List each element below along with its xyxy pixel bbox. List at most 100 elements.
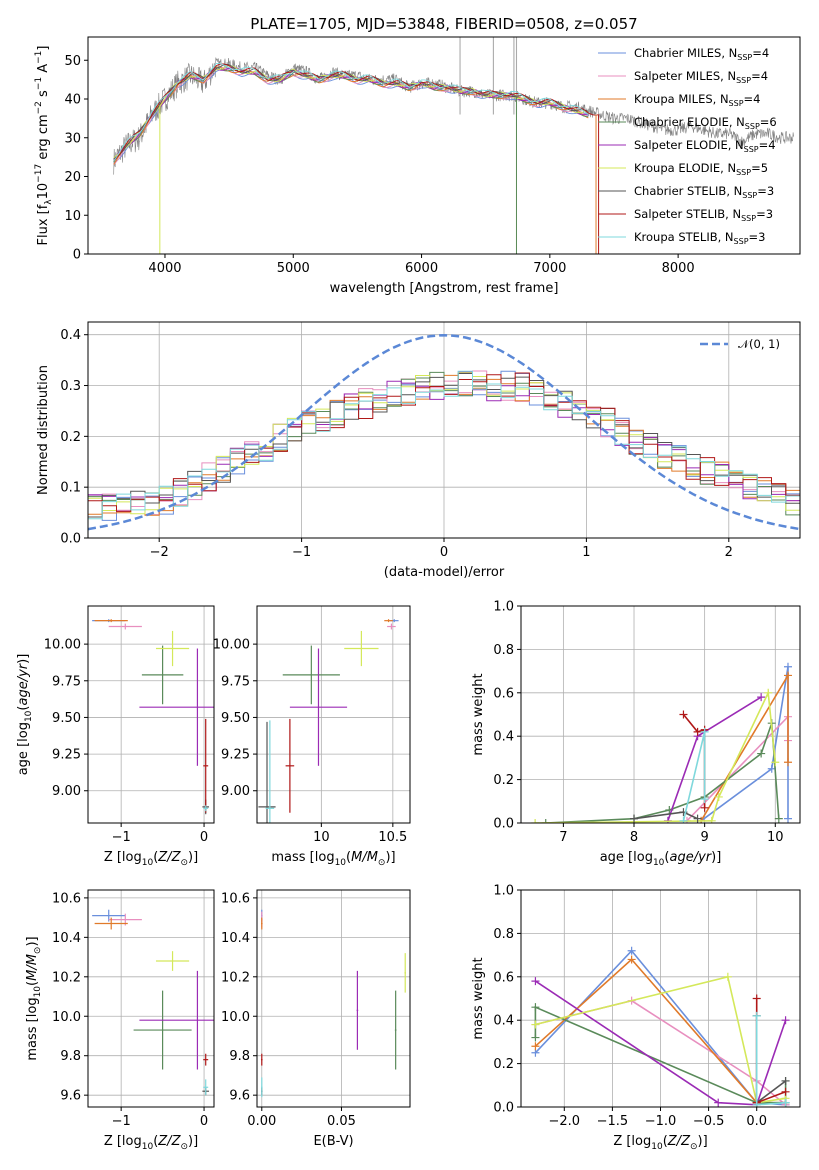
errorbar-point-kroupa-elodie bbox=[155, 951, 190, 971]
series-line bbox=[535, 975, 786, 1104]
plot-area-mass-vs-Z bbox=[92, 909, 214, 1096]
y-axis-label: mass weight bbox=[471, 957, 486, 1039]
y-tick-label: 9.25 bbox=[221, 748, 250, 763]
x-tick-label: −1 bbox=[292, 545, 311, 560]
x-tick-label: 2 bbox=[725, 545, 733, 560]
x-tick-label: −2.0 bbox=[549, 1114, 581, 1129]
panel-spectrum: 4000 5000 6000 7000 8000 0 10 20 30 40 50 PLATE=170… bbox=[34, 15, 801, 296]
y-tick-label: 9.8 bbox=[60, 1049, 81, 1064]
y-tick-label: 0.6 bbox=[493, 970, 514, 985]
y-tick-label: 9.6 bbox=[60, 1089, 81, 1104]
errorbar-point-kroupa-elodie bbox=[404, 953, 407, 993]
series-marker bbox=[531, 1042, 540, 1051]
x-tick-label: −1 bbox=[112, 1114, 131, 1129]
series-marker bbox=[630, 814, 639, 823]
plot-area-age-vs-mass bbox=[258, 619, 399, 823]
y-tick-label: 0.1 bbox=[60, 481, 81, 496]
x-tick-label: 10.5 bbox=[378, 830, 407, 845]
series-marker bbox=[781, 1098, 790, 1107]
errorbar-point-kroupa-stelib bbox=[265, 720, 275, 823]
y-tick-label: 0.4 bbox=[60, 328, 81, 343]
series-line bbox=[534, 980, 787, 1106]
x-tick-label: 10 bbox=[767, 830, 784, 845]
errorbar-point-kroupa-elodie bbox=[344, 630, 379, 667]
series-marker bbox=[700, 727, 709, 736]
panel-weight-vs-age: 7 8 9 10 0.0 0.2 0.4 0.6 0.8 1.0 age [log10(age/yr… bbox=[471, 600, 801, 868]
y-tick-label: 10.4 bbox=[221, 931, 250, 946]
axes-frame bbox=[87, 321, 801, 539]
x-axis-label: Z [log10(Z/Z⊙)] bbox=[104, 850, 198, 868]
x-tick-label: 6000 bbox=[405, 261, 438, 276]
axes-frame bbox=[87, 605, 215, 824]
series-marker bbox=[693, 727, 702, 736]
axes-frame bbox=[520, 605, 801, 824]
y-tick-label: 10.2 bbox=[221, 970, 250, 985]
series-line bbox=[755, 998, 786, 1104]
y-tick-label: 20 bbox=[64, 170, 81, 185]
y-tick-label: 0.4 bbox=[493, 1014, 514, 1029]
x-tick-label: −1.0 bbox=[645, 1114, 677, 1129]
y-tick-label: 50 bbox=[64, 54, 81, 69]
axes-frame bbox=[520, 889, 801, 1108]
y-axis-label: mass weight bbox=[471, 673, 486, 755]
errorbar-point-kroupa-miles bbox=[94, 917, 128, 930]
panel-mass-vs-Z: −1 0 9.6 9.8 10.0 10.2 10.4 10.6 Z [log10(Z/Z⊙)]… bbox=[25, 889, 215, 1152]
errorbar-point-kroupa-elodie bbox=[155, 630, 190, 667]
series-marker bbox=[693, 814, 702, 823]
legend-label: Salpeter STELIB, NSSP=3 bbox=[634, 207, 773, 223]
x-tick-label: 0.05 bbox=[327, 1114, 356, 1129]
errorbar-point-chabrier-elodie bbox=[394, 990, 397, 1070]
y-tick-label: 0.8 bbox=[493, 927, 514, 942]
series-marker bbox=[679, 710, 688, 719]
y-tick-label: 10.6 bbox=[52, 891, 81, 906]
panel-age-vs-mass: 10 10.5 9.00 9.25 9.50 9.75 10.00 mass [log10(M… bbox=[213, 605, 411, 868]
x-tick-label: 9 bbox=[701, 830, 709, 845]
series-line bbox=[633, 811, 698, 820]
legend-label: Kroupa ELODIE, NSSP=5 bbox=[634, 161, 768, 177]
x-tick-label: 0.00 bbox=[247, 1114, 276, 1129]
series-marker bbox=[781, 1016, 790, 1025]
plot-area-mass-vs-ebv bbox=[260, 909, 407, 1098]
y-tick-label: 0.6 bbox=[493, 686, 514, 701]
y-tick-label: 0.0 bbox=[493, 817, 514, 832]
x-axis-label: mass [log10(M/M⊙)] bbox=[271, 850, 395, 868]
plot-area-spectrum bbox=[113, 37, 794, 254]
series-marker bbox=[531, 1020, 540, 1029]
y-tick-label: 9.25 bbox=[52, 748, 81, 763]
series-marker bbox=[627, 955, 636, 964]
errorbar-point-salpeter-miles bbox=[387, 623, 396, 630]
series-marker bbox=[757, 749, 766, 758]
series-marker bbox=[714, 792, 723, 801]
y-tick-label: 10.00 bbox=[44, 638, 81, 653]
panel-mass-vs-ebv: 0.00 0.05 9.6 9.8 10.0 10.2 10.4 10.6 E(B-V) bbox=[221, 889, 411, 1149]
series-marker bbox=[783, 662, 792, 671]
y-axis-label: Flux [fλ10−17 erg cm−2 s−1 A−1] bbox=[34, 46, 54, 246]
weight-series-salpeter-elodie bbox=[663, 693, 766, 823]
errorbar-point-chabrier-elodie bbox=[133, 990, 192, 1070]
observed-spectrum bbox=[113, 57, 794, 175]
legend-label: Salpeter MILES, NSSP=4 bbox=[634, 69, 768, 85]
series-marker bbox=[781, 1087, 790, 1096]
plot-area-residuals bbox=[88, 333, 800, 531]
y-tick-label: 9.75 bbox=[52, 674, 81, 689]
x-tick-label: −0.5 bbox=[693, 1114, 725, 1129]
model-spectrum-kroupa-stelib bbox=[113, 62, 589, 162]
x-tick-label: 8000 bbox=[662, 261, 695, 276]
legend-label: Chabrier ELODIE, NSSP=6 bbox=[634, 115, 777, 131]
x-tick-label: 0 bbox=[200, 1114, 208, 1129]
x-tick-label: 1 bbox=[582, 545, 590, 560]
weight-series-salpeter-stelib bbox=[752, 994, 790, 1107]
y-tick-label: 10.00 bbox=[213, 638, 250, 653]
y-tick-label: 0.3 bbox=[60, 379, 81, 394]
errorbar-point-kroupa-stelib bbox=[260, 1077, 263, 1098]
x-tick-label: 0 bbox=[200, 830, 208, 845]
y-tick-label: 10.6 bbox=[221, 891, 250, 906]
legend-label: Chabrier STELIB, NSSP=3 bbox=[634, 184, 774, 200]
y-tick-label: 10.0 bbox=[221, 1010, 250, 1025]
panel-weight-vs-Z: −2.0 −1.5 −1.0 −0.5 0.0 0.0 0.2 0.4 0.6 0.8 1.0 Z [… bbox=[471, 884, 801, 1152]
y-axis-label: age [log10(age/yr)] bbox=[16, 654, 34, 776]
errorbar-point-salpeter-elodie bbox=[289, 648, 348, 766]
axes-frame bbox=[256, 889, 411, 1108]
series-line bbox=[545, 722, 780, 823]
y-tick-label: 0 bbox=[73, 248, 81, 263]
